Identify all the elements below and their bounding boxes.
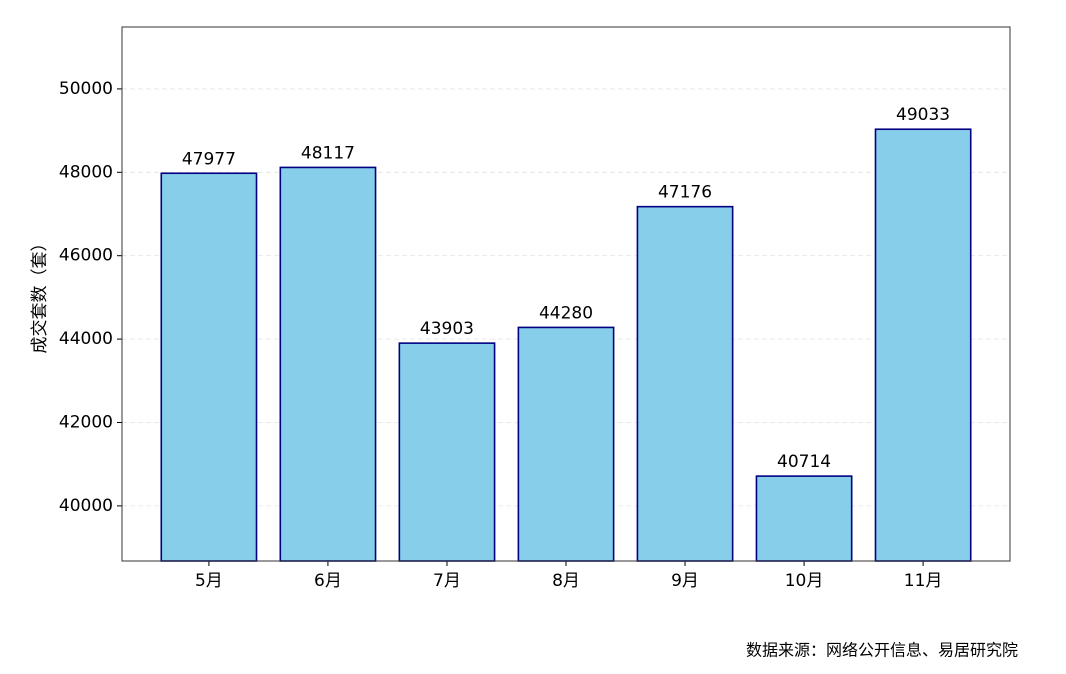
x-tick-label: 10月 (785, 571, 824, 591)
x-tick-label: 9月 (671, 571, 699, 591)
bar (398, 342, 496, 562)
data-label: 40714 (777, 452, 831, 472)
x-tick-label: 8月 (552, 571, 580, 591)
bar (160, 172, 258, 562)
bar (517, 326, 615, 562)
x-tick-label: 7月 (433, 571, 461, 591)
bar (874, 128, 972, 562)
bar (636, 205, 734, 562)
y-tick-label: 46000 (59, 246, 113, 266)
x-tick-label: 5月 (195, 571, 223, 591)
data-label: 43903 (420, 319, 474, 339)
y-tick-label: 50000 (59, 79, 113, 99)
x-tick-label: 11月 (904, 571, 943, 591)
y-tick-label: 40000 (59, 496, 113, 516)
x-tick-label: 6月 (314, 571, 342, 591)
source-note: 数据来源：网络公开信息、易居研究院 (746, 641, 1018, 660)
y-tick-label: 42000 (59, 412, 113, 432)
data-label: 48117 (301, 143, 355, 163)
data-label: 49033 (896, 105, 950, 125)
bar (279, 166, 377, 562)
y-tick-label: 48000 (59, 162, 113, 182)
y-tick-label: 44000 (59, 329, 113, 349)
bar (755, 475, 853, 562)
data-label: 47176 (658, 183, 712, 203)
data-label: 47977 (182, 149, 236, 169)
data-label: 44280 (539, 303, 593, 323)
y-axis-label: 成交套数（套） (30, 235, 50, 354)
plot-frame (121, 26, 1011, 562)
